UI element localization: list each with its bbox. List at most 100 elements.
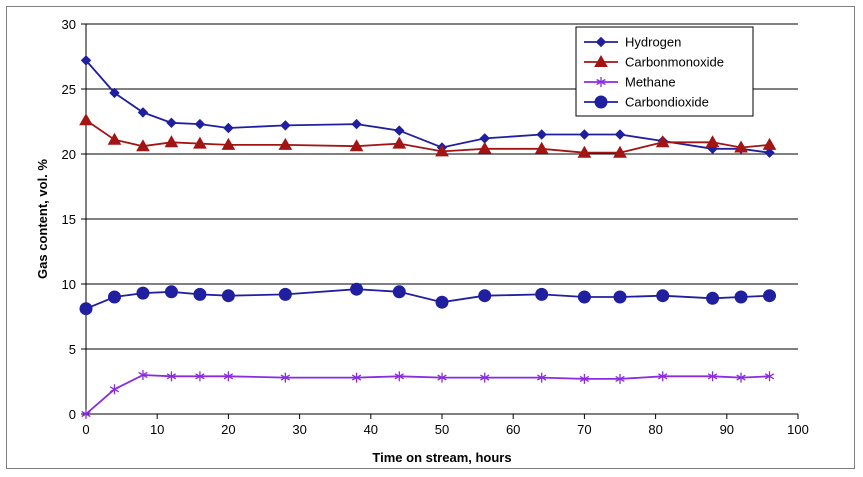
data-point-methane-5 xyxy=(223,371,234,382)
data-point-carbonmonoxide-14 xyxy=(655,135,670,148)
data-point-methane-3 xyxy=(166,371,177,382)
data-point-methane-12 xyxy=(579,373,590,384)
data-point-carbondioxide-2 xyxy=(136,286,150,300)
data-point-carbondioxide-6 xyxy=(278,287,292,301)
data-point-carbonmonoxide-7 xyxy=(349,139,364,152)
x-tick-label-80: 80 xyxy=(648,422,662,437)
legend-marker-carbonmonoxide xyxy=(594,54,608,67)
data-point-methane-2 xyxy=(138,370,148,380)
y-tick-labels: 0 5 10 15 20 25 30 xyxy=(62,17,76,422)
data-point-carbonmonoxide-15 xyxy=(705,135,720,148)
gridlines xyxy=(86,23,798,350)
data-point-methane-15 xyxy=(707,371,718,382)
data-point-hydrogen-4 xyxy=(194,118,206,130)
series-layer xyxy=(79,55,777,419)
data-point-carbonmonoxide-12 xyxy=(577,145,592,158)
x-axis-title: Time on stream, hours xyxy=(372,450,511,465)
y-axis-title: Gas content, vol. % xyxy=(35,159,50,279)
data-point-carbonmonoxide-8 xyxy=(392,136,407,149)
legend-item-carbonmonoxide: Carbonmonoxide xyxy=(584,55,724,70)
legend-marker-carbondioxide xyxy=(594,95,608,109)
data-point-carbonmonoxide-3 xyxy=(164,135,179,148)
legend-marker-methane xyxy=(596,77,606,87)
x-tick-label-10: 10 xyxy=(150,422,164,437)
data-point-methane-0 xyxy=(81,409,91,419)
y-tick-label-5: 5 xyxy=(69,342,76,357)
data-point-methane-7 xyxy=(351,372,362,383)
data-point-carbonmonoxide-4 xyxy=(193,136,207,149)
data-point-carbonmonoxide-5 xyxy=(221,137,236,150)
legend: Hydrogen Carbonmonoxide Methane Carbondioxi… xyxy=(575,26,754,117)
data-point-carbonmonoxide-17 xyxy=(762,137,777,150)
x-tick-label-40: 40 xyxy=(364,422,378,437)
data-point-methane-9 xyxy=(437,372,447,383)
data-point-carbonmonoxide-1 xyxy=(107,132,122,145)
x-tick-label-100: 100 xyxy=(787,422,809,437)
data-point-carbondioxide-4 xyxy=(193,287,207,301)
data-point-hydrogen-10 xyxy=(479,133,490,144)
legend-label-carbonmonoxide: Carbonmonoxide xyxy=(625,55,724,70)
legend-label-methane: Methane xyxy=(625,75,676,90)
data-point-carbonmonoxide-10 xyxy=(477,141,492,154)
data-point-hydrogen-7 xyxy=(351,118,362,130)
data-point-hydrogen-11 xyxy=(536,129,547,140)
y-tick-label-0: 0 xyxy=(69,407,76,422)
data-point-carbondioxide-15 xyxy=(706,291,720,305)
data-point-carbondioxide-8 xyxy=(392,285,406,299)
data-point-methane-11 xyxy=(537,372,547,383)
y-tick-label-15: 15 xyxy=(62,212,76,227)
y-tick-label-25: 25 xyxy=(62,82,76,97)
data-point-carbonmonoxide-6 xyxy=(278,137,293,150)
data-point-carbondioxide-12 xyxy=(577,290,591,304)
data-point-hydrogen-13 xyxy=(614,129,626,140)
data-point-hydrogen-5 xyxy=(223,122,234,134)
data-point-carbondioxide-5 xyxy=(221,289,235,303)
y-tick-label-20: 20 xyxy=(62,147,76,162)
data-point-carbondioxide-16 xyxy=(734,290,748,304)
x-tick-label-0: 0 xyxy=(82,422,89,437)
data-point-methane-8 xyxy=(394,371,404,382)
legend-item-methane: Methane xyxy=(584,75,676,90)
data-point-carbondioxide-11 xyxy=(535,287,549,301)
series-line-methane xyxy=(85,374,770,415)
legend-label-hydrogen: Hydrogen xyxy=(625,35,681,50)
data-point-methane-10 xyxy=(480,372,490,383)
data-point-carbondioxide-10 xyxy=(478,289,492,303)
x-tick-labels: 0 10 20 30 40 50 60 70 80 90 100 xyxy=(82,422,808,437)
data-point-carbondioxide-0 xyxy=(79,302,93,316)
x-tick-label-90: 90 xyxy=(720,422,734,437)
data-point-carbondioxide-9 xyxy=(435,295,449,309)
data-point-hydrogen-8 xyxy=(394,125,405,136)
x-tick-label-30: 30 xyxy=(292,422,306,437)
legend-item-hydrogen: Hydrogen xyxy=(584,35,681,50)
data-point-carbonmonoxide-11 xyxy=(534,141,549,154)
data-point-carbonmonoxide-2 xyxy=(136,139,150,152)
data-point-carbondioxide-14 xyxy=(656,289,670,303)
data-point-hydrogen-12 xyxy=(579,129,590,140)
x-tick-label-60: 60 xyxy=(506,422,520,437)
data-point-carbonmonoxide-16 xyxy=(734,140,748,153)
y-tick-label-30: 30 xyxy=(62,17,76,32)
legend-item-carbondioxide: Carbondioxide xyxy=(584,95,709,110)
y-tick-label-10: 10 xyxy=(62,277,76,292)
data-point-methane-1 xyxy=(109,384,120,395)
data-point-methane-16 xyxy=(736,372,746,383)
x-tick-label-20: 20 xyxy=(221,422,235,437)
data-point-hydrogen-6 xyxy=(280,120,291,131)
x-tick-label-70: 70 xyxy=(577,422,591,437)
data-point-carbondioxide-3 xyxy=(164,285,178,299)
data-point-methane-17 xyxy=(764,371,775,382)
data-point-hydrogen-1 xyxy=(109,87,120,99)
data-point-carbondioxide-7 xyxy=(350,282,364,296)
data-point-methane-6 xyxy=(280,372,291,383)
data-point-hydrogen-3 xyxy=(166,117,177,129)
data-point-carbondioxide-1 xyxy=(107,290,121,304)
legend-marker-hydrogen xyxy=(595,36,607,48)
data-point-carbonmonoxide-0 xyxy=(79,113,93,126)
data-point-methane-14 xyxy=(658,371,668,382)
legend-label-carbondioxide: Carbondioxide xyxy=(625,95,709,110)
data-point-carbondioxide-17 xyxy=(763,289,777,303)
series-line-carbonmonoxide xyxy=(85,119,770,154)
data-point-carbondioxide-13 xyxy=(613,290,627,304)
